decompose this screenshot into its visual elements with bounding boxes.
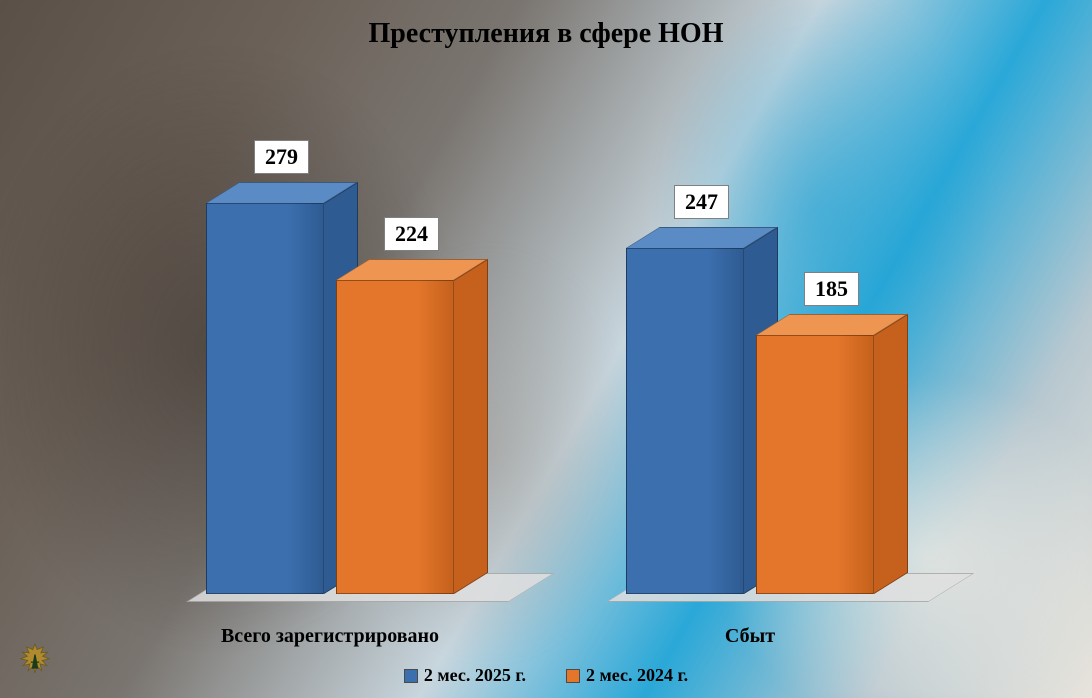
legend-label-1: 2 мес. 2024 г. [586, 665, 688, 686]
legend-item-0: 2 мес. 2025 г. [404, 665, 526, 686]
bar [336, 280, 488, 594]
value-label: 224 [384, 217, 439, 251]
chart-legend: 2 мес. 2025 г. 2 мес. 2024 г. [0, 665, 1092, 686]
emblem-icon [14, 642, 56, 684]
legend-swatch-1 [566, 669, 580, 683]
legend-swatch-0 [404, 669, 418, 683]
category-label: Сбыт [590, 625, 910, 648]
value-label: 185 [804, 272, 859, 306]
chart-title: Преступления в сфере НОН [0, 18, 1092, 50]
legend-label-0: 2 мес. 2025 г. [424, 665, 526, 686]
bar [756, 335, 908, 594]
value-label: 247 [674, 185, 729, 219]
category-label: Всего зарегистрировано [170, 625, 490, 648]
value-label: 279 [254, 140, 309, 174]
chart-stage: Преступления в сфере НОН 279 224 247 185 Вс… [0, 0, 1092, 698]
legend-item-1: 2 мес. 2024 г. [566, 665, 688, 686]
